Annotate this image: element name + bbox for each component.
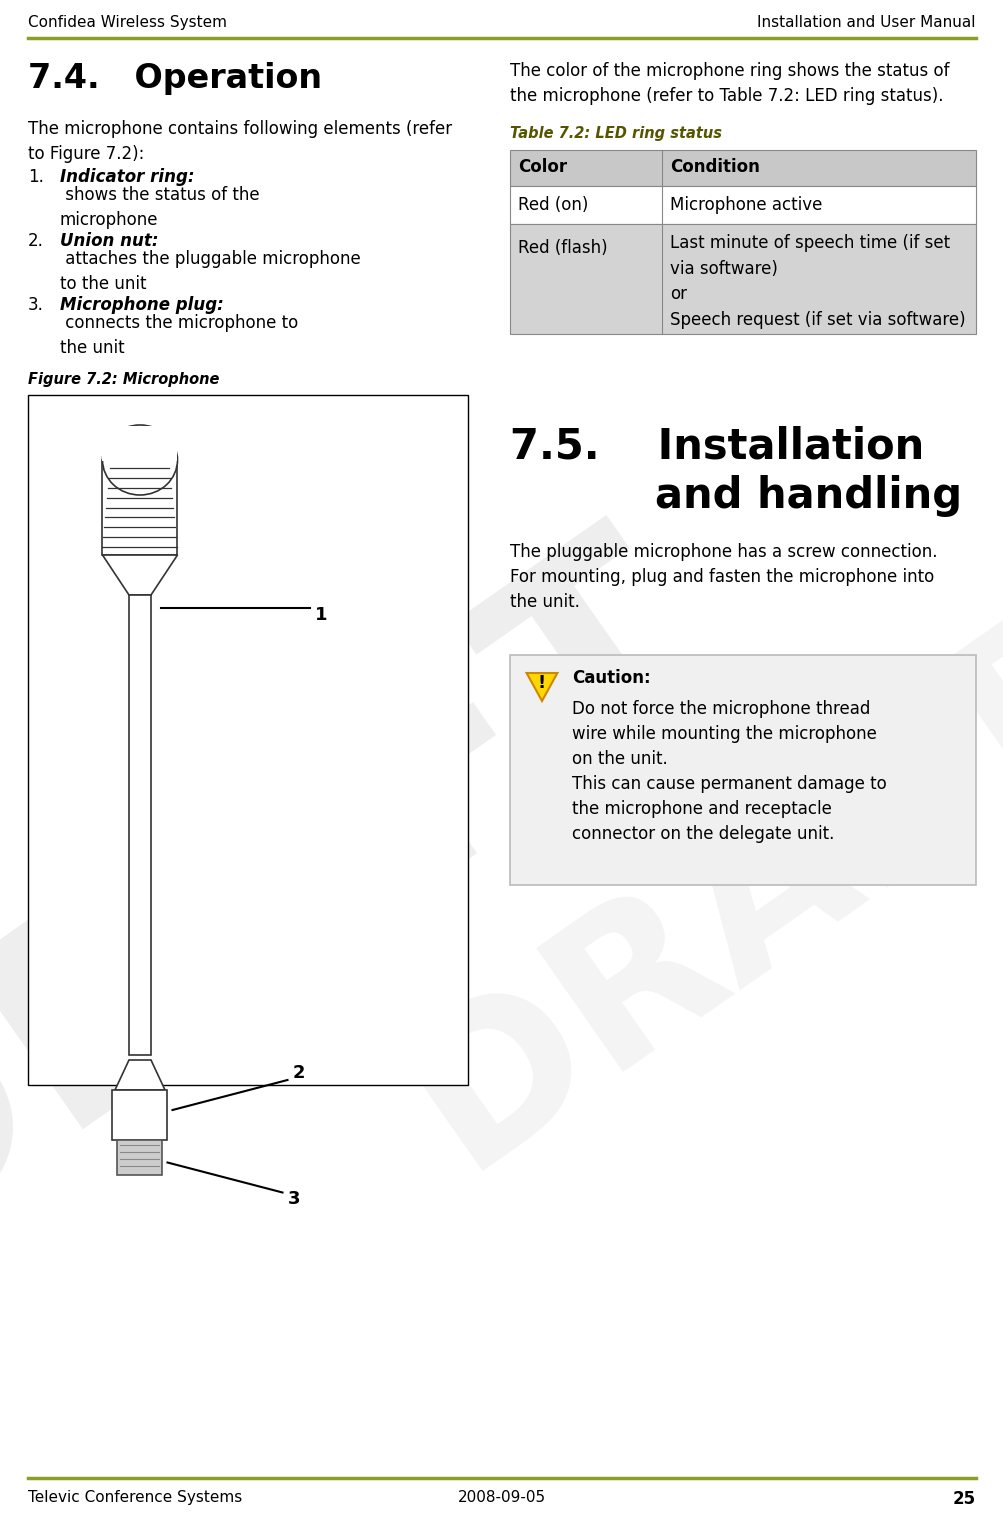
Text: 1.: 1. bbox=[28, 168, 44, 187]
Polygon shape bbox=[102, 555, 178, 595]
Text: 7.4.   Operation: 7.4. Operation bbox=[28, 62, 322, 96]
Text: Table 7.2: LED ring status: Table 7.2: LED ring status bbox=[510, 126, 721, 141]
Bar bbox=[510, 150, 975, 187]
Text: Microphone plug:: Microphone plug: bbox=[60, 296, 224, 314]
Text: 1: 1 bbox=[315, 605, 327, 623]
Text: 25: 25 bbox=[952, 1490, 975, 1508]
Ellipse shape bbox=[102, 425, 178, 495]
Text: Indicator ring:: Indicator ring: bbox=[60, 168, 195, 187]
Bar bbox=[28, 394, 467, 1085]
Text: Do not force the microphone thread
wire while mounting the microphone
on the uni: Do not force the microphone thread wire … bbox=[572, 699, 886, 843]
Text: Microphone active: Microphone active bbox=[669, 196, 821, 214]
Bar bbox=[510, 187, 975, 225]
Text: Televic Conference Systems: Televic Conference Systems bbox=[28, 1490, 242, 1505]
Text: Figure 7.2: Microphone: Figure 7.2: Microphone bbox=[28, 372, 220, 387]
Text: 2: 2 bbox=[292, 1063, 305, 1082]
Text: Red (flash): Red (flash) bbox=[518, 240, 607, 256]
Bar bbox=[117, 1139, 162, 1176]
Bar bbox=[128, 595, 150, 1054]
Text: connects the microphone to
the unit: connects the microphone to the unit bbox=[60, 314, 298, 356]
Text: The pluggable microphone has a screw connection.
For mounting, plug and fasten t: The pluggable microphone has a screw con… bbox=[510, 543, 937, 611]
Text: attaches the pluggable microphone
to the unit: attaches the pluggable microphone to the… bbox=[60, 250, 360, 293]
Bar bbox=[102, 460, 178, 555]
Polygon shape bbox=[115, 1060, 164, 1091]
Text: shows the status of the
microphone: shows the status of the microphone bbox=[60, 187, 260, 229]
Text: Red (on): Red (on) bbox=[518, 196, 588, 214]
Text: The microphone contains following elements (refer
to Figure 7.2):: The microphone contains following elemen… bbox=[28, 120, 451, 162]
Text: Last minute of speech time (if set
via software)
or
Speech request (if set via s: Last minute of speech time (if set via s… bbox=[669, 234, 965, 329]
Bar bbox=[510, 225, 975, 334]
Text: The color of the microphone ring shows the status of
the microphone (refer to Ta: The color of the microphone ring shows t… bbox=[510, 62, 949, 105]
Text: DRAFT: DRAFT bbox=[372, 593, 1003, 1206]
Text: and handling: and handling bbox=[510, 475, 961, 517]
Text: 3: 3 bbox=[287, 1191, 300, 1209]
Text: Color: Color bbox=[518, 158, 567, 176]
Text: Union nut:: Union nut: bbox=[60, 232, 158, 250]
Text: Confidea Wireless System: Confidea Wireless System bbox=[28, 15, 227, 30]
Text: DRAFT: DRAFT bbox=[0, 492, 752, 1309]
Text: !: ! bbox=[538, 674, 546, 692]
Text: 2.: 2. bbox=[28, 232, 44, 250]
Bar bbox=[102, 426, 178, 461]
Text: 3.: 3. bbox=[28, 296, 44, 314]
Bar bbox=[112, 1091, 168, 1139]
Bar bbox=[510, 655, 975, 884]
Text: Caution:: Caution: bbox=[572, 669, 650, 687]
Text: 2008-09-05: 2008-09-05 bbox=[457, 1490, 546, 1505]
Text: Installation and User Manual: Installation and User Manual bbox=[756, 15, 975, 30]
Text: 7.5.    Installation: 7.5. Installation bbox=[510, 425, 924, 467]
Text: Condition: Condition bbox=[669, 158, 759, 176]
Polygon shape bbox=[527, 674, 557, 701]
